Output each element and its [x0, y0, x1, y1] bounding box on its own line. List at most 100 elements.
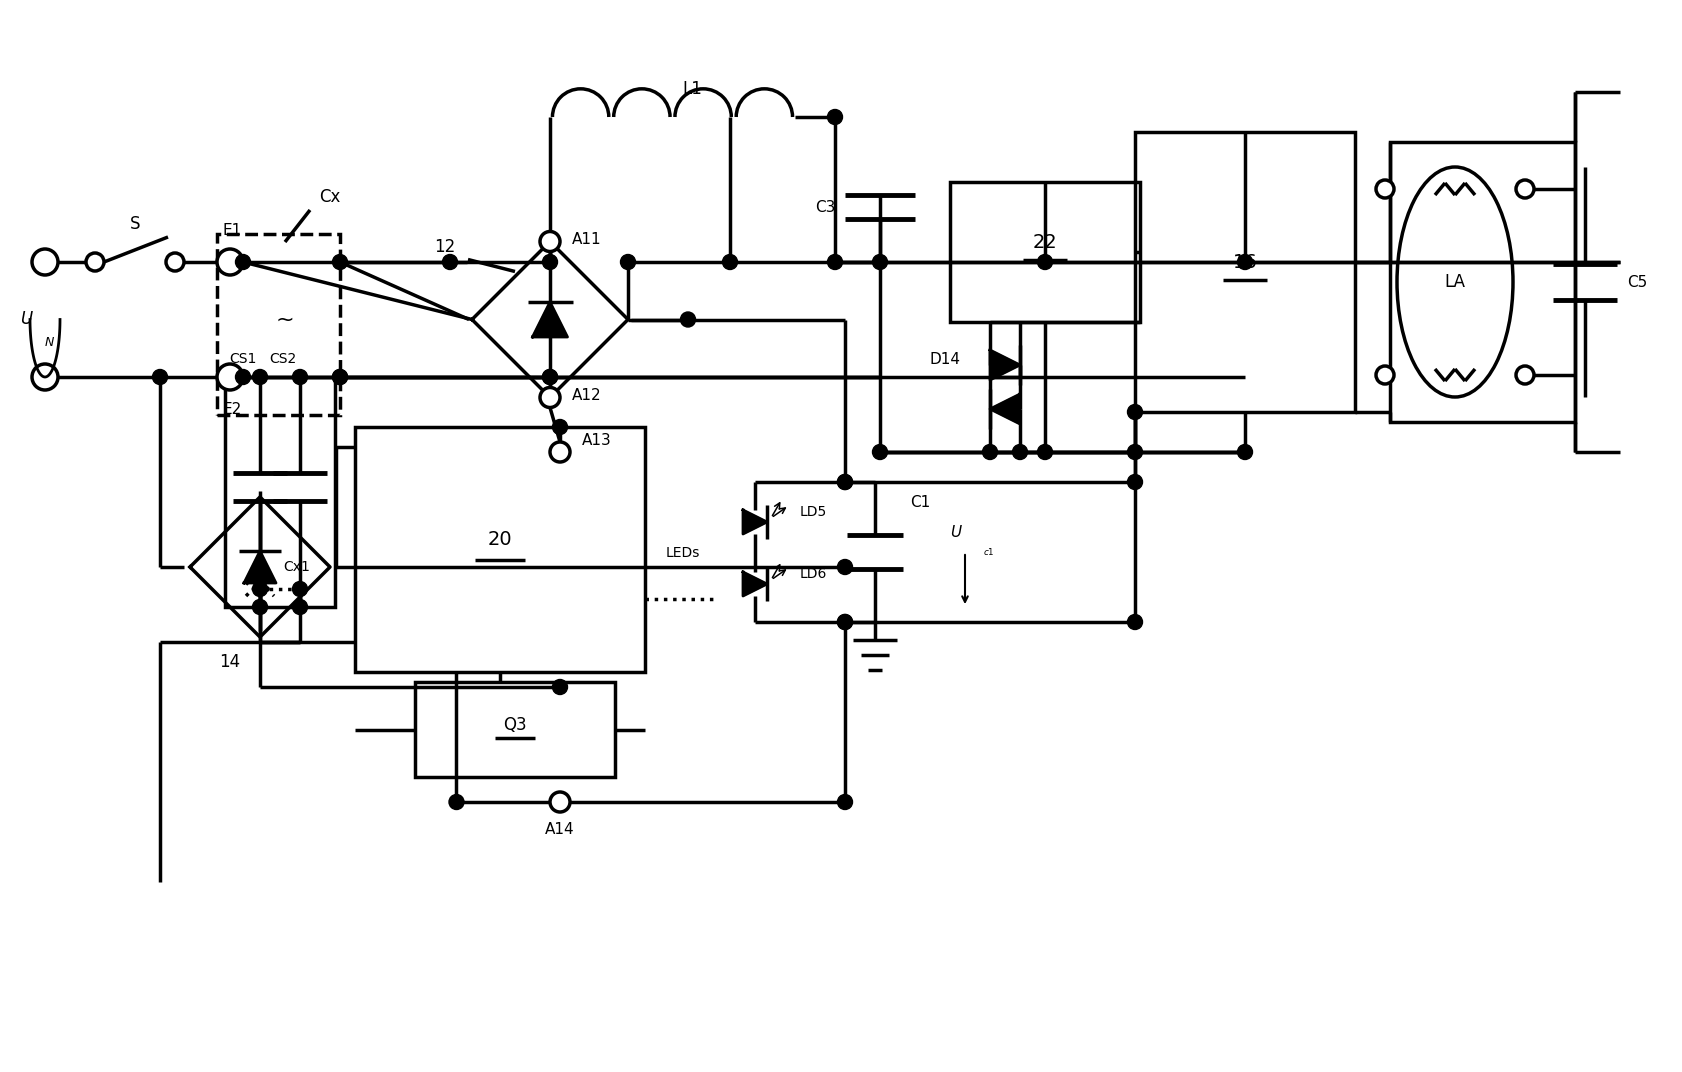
Circle shape: [252, 581, 267, 596]
Circle shape: [293, 370, 308, 385]
Circle shape: [153, 370, 168, 385]
Circle shape: [621, 254, 636, 269]
Circle shape: [217, 249, 242, 276]
Circle shape: [1127, 475, 1142, 490]
Text: E2: E2: [222, 402, 242, 417]
Text: C1: C1: [910, 494, 930, 509]
Circle shape: [293, 581, 308, 596]
Circle shape: [235, 370, 251, 385]
Circle shape: [167, 253, 183, 271]
Text: CS1: CS1: [229, 352, 257, 366]
Circle shape: [540, 387, 560, 407]
Circle shape: [838, 614, 853, 629]
Circle shape: [552, 680, 567, 695]
Circle shape: [828, 109, 843, 124]
Circle shape: [1036, 254, 1051, 269]
Text: L1: L1: [683, 80, 701, 98]
Circle shape: [838, 560, 853, 575]
Circle shape: [838, 794, 853, 809]
Text: LEDs: LEDs: [664, 546, 700, 560]
Bar: [217, 234, 340, 415]
Text: A11: A11: [572, 232, 600, 247]
Circle shape: [86, 253, 104, 271]
Circle shape: [1036, 445, 1051, 460]
Text: Cx: Cx: [320, 188, 340, 206]
Circle shape: [550, 442, 570, 462]
Circle shape: [542, 370, 557, 385]
Text: Cx1: Cx1: [283, 560, 309, 574]
Text: A13: A13: [582, 432, 611, 447]
Circle shape: [871, 254, 886, 269]
Circle shape: [1127, 404, 1142, 419]
Circle shape: [1376, 366, 1393, 384]
Circle shape: [1236, 445, 1251, 460]
Circle shape: [442, 254, 458, 269]
Circle shape: [680, 312, 695, 327]
Circle shape: [982, 445, 997, 460]
Circle shape: [552, 419, 567, 434]
Circle shape: [217, 364, 242, 390]
Bar: [225, 377, 335, 607]
Text: C5: C5: [1626, 274, 1647, 289]
Text: 16: 16: [1231, 253, 1256, 271]
Circle shape: [333, 370, 346, 385]
Circle shape: [828, 254, 843, 269]
Circle shape: [252, 599, 267, 614]
Circle shape: [542, 254, 557, 269]
Bar: [1134, 132, 1354, 412]
Circle shape: [1515, 180, 1532, 198]
Text: A14: A14: [545, 822, 575, 837]
Text: $_{c1}$: $_{c1}$: [982, 546, 994, 559]
Bar: [415, 682, 614, 777]
Circle shape: [32, 364, 57, 390]
Text: LA: LA: [1443, 273, 1465, 291]
Text: $N$: $N$: [44, 336, 56, 348]
Text: $U$: $U$: [949, 524, 962, 540]
Circle shape: [449, 794, 464, 809]
Text: 22: 22: [1033, 233, 1056, 252]
Text: LD6: LD6: [799, 567, 828, 581]
Polygon shape: [742, 572, 767, 596]
Text: CS2: CS2: [269, 352, 296, 366]
Circle shape: [333, 370, 346, 385]
Circle shape: [293, 599, 308, 614]
Polygon shape: [989, 349, 1019, 379]
Circle shape: [1515, 366, 1532, 384]
Text: $U$: $U$: [20, 310, 34, 328]
Text: D14: D14: [928, 352, 960, 367]
Text: 14: 14: [219, 653, 241, 671]
Circle shape: [838, 614, 853, 629]
Polygon shape: [742, 510, 767, 534]
Polygon shape: [532, 302, 567, 337]
Circle shape: [550, 792, 570, 812]
Circle shape: [542, 370, 557, 385]
Circle shape: [722, 254, 737, 269]
Circle shape: [333, 254, 346, 269]
Circle shape: [540, 232, 560, 252]
Text: 20: 20: [488, 530, 511, 549]
Text: E1: E1: [222, 223, 242, 238]
Circle shape: [1376, 180, 1393, 198]
Text: LD5: LD5: [799, 505, 828, 519]
Bar: [1389, 142, 1574, 422]
Bar: [355, 427, 644, 672]
Circle shape: [838, 475, 853, 490]
Circle shape: [1127, 614, 1142, 629]
Circle shape: [32, 249, 57, 276]
Bar: [949, 182, 1139, 322]
Circle shape: [235, 254, 251, 269]
Text: ~: ~: [276, 310, 294, 329]
Text: S: S: [130, 215, 140, 233]
Circle shape: [252, 370, 267, 385]
Circle shape: [1127, 445, 1142, 460]
Text: A12: A12: [572, 388, 600, 403]
Circle shape: [838, 475, 853, 490]
Polygon shape: [244, 551, 276, 583]
Circle shape: [871, 445, 886, 460]
Polygon shape: [989, 394, 1019, 425]
Circle shape: [1236, 254, 1251, 269]
Text: 12: 12: [434, 238, 456, 256]
Circle shape: [1013, 445, 1028, 460]
Text: C3: C3: [814, 199, 834, 214]
Text: Q3: Q3: [503, 715, 526, 733]
